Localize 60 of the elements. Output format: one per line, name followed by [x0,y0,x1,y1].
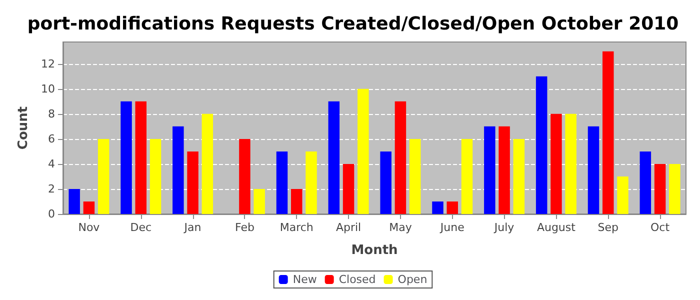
bar [187,151,198,214]
y-tick-label: 0 [48,208,55,220]
bar [432,201,444,214]
bar [565,114,576,214]
x-tick-label: Oct [650,221,670,234]
bar [409,138,421,214]
y-tick-label: 4 [48,157,55,170]
y-tick-label: 8 [48,107,55,120]
bar [328,101,340,214]
bar [446,201,458,214]
x-tick-label: Jan [183,221,202,234]
y-tick-label: 2 [48,182,55,196]
x-tick-label: Nov [78,221,100,234]
bar [498,126,510,214]
bar [172,126,184,214]
bar [640,151,652,214]
x-tick-label: June [439,221,465,234]
bar [394,101,406,214]
bar [306,151,317,214]
bar [276,151,288,214]
bar [654,164,666,214]
bar [254,188,265,214]
y-tick-label: 6 [48,132,55,146]
bar [358,88,369,214]
bar [513,138,525,214]
bar [120,101,132,214]
y-tick-label: 10 [41,82,55,96]
x-tick-label: Dec [130,221,152,234]
bar [239,138,250,214]
bar [461,138,473,214]
bar [83,201,95,214]
legend-label: New [292,273,317,286]
bar [588,126,600,214]
bar [380,151,392,214]
x-axis-title: Month [351,243,398,258]
bar [602,51,614,214]
legend-label: Closed [338,273,376,286]
legend-label: Open [398,273,428,286]
bar [536,76,548,214]
bar [150,138,162,214]
x-tick-label: May [389,221,412,234]
bar [550,114,562,214]
x-tick-label: July [493,221,515,234]
x-tick-label: Feb [234,221,254,234]
bar [669,164,680,214]
bar [98,138,110,214]
x-tick-label: April [336,221,362,234]
chart-title: port-modifications Requests Created/Closed/Open October 2010 [27,14,679,34]
bar [484,126,496,214]
bar [68,188,80,214]
x-tick-label: August [536,221,576,234]
x-tick-label: Sep [598,221,619,234]
bar [617,176,628,214]
bar [135,101,146,214]
bar [202,114,214,214]
y-axis-title: Count [16,106,32,150]
y-tick-label: 12 [41,57,55,70]
bar [291,188,302,214]
bar [342,164,354,214]
x-tick-label: March [280,221,314,234]
